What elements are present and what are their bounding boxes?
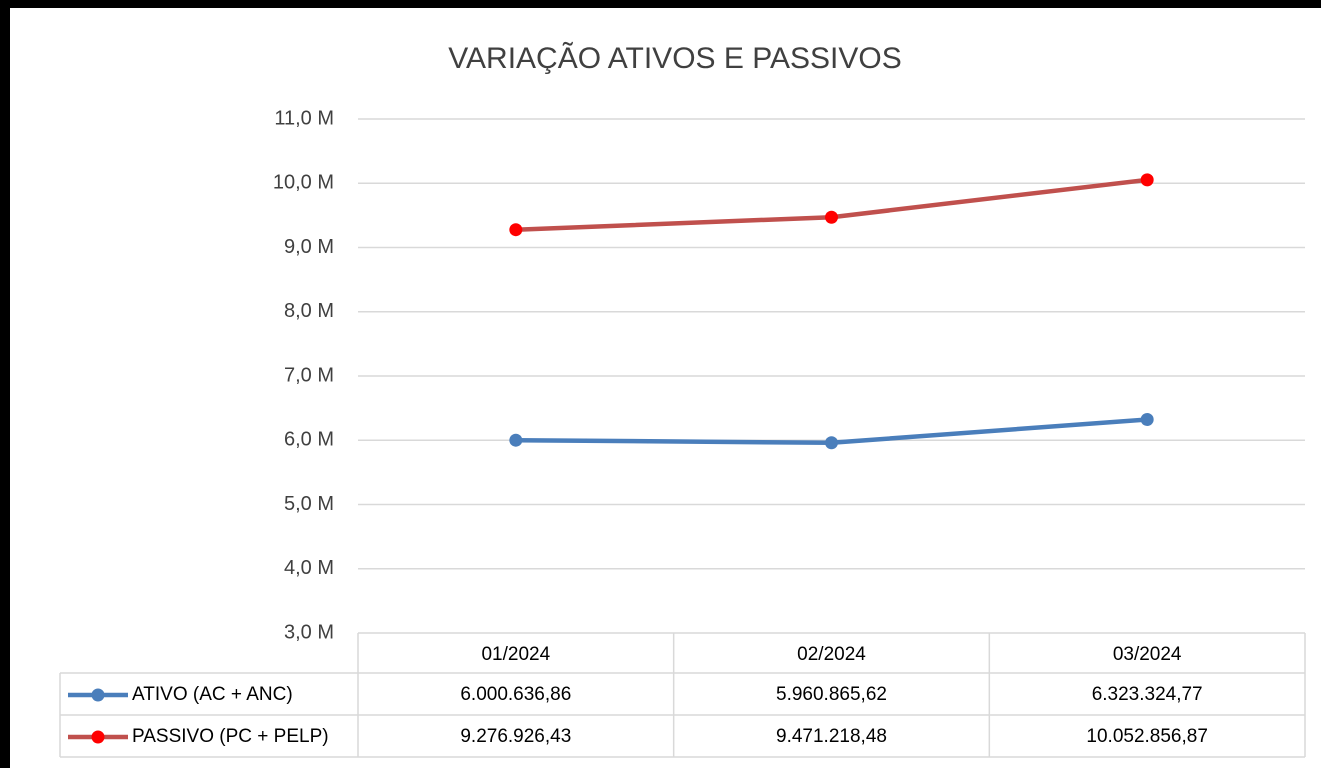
legend-label: ATIVO (AC + ANC) — [132, 684, 293, 705]
marker — [1140, 173, 1154, 187]
table-value: 9.471.218,48 — [776, 726, 887, 747]
y-tick-label: 3,0 M — [284, 621, 334, 643]
marker — [1140, 412, 1154, 426]
marker — [509, 223, 523, 237]
y-tick-label: 6,0 M — [284, 429, 334, 451]
y-tick-label: 10,0 M — [273, 172, 334, 194]
table-value: 9.276.926,43 — [460, 726, 571, 747]
marker — [509, 433, 523, 447]
legend-key-marker — [91, 730, 105, 744]
legend-key-marker — [91, 688, 105, 702]
marker — [825, 436, 838, 450]
y-tick-label: 5,0 M — [284, 493, 334, 515]
chart-title: VARIAÇÃO ATIVOS E PASSIVOS — [448, 41, 901, 75]
y-tick-label: 4,0 M — [284, 557, 334, 579]
table-value: 10.052.856,87 — [1086, 726, 1208, 747]
x-tick-label: 03/2024 — [1113, 644, 1182, 665]
y-tick-label: 11,0 M — [274, 107, 334, 129]
table-value: 6.323.324,77 — [1092, 684, 1203, 705]
legend-label: PASSIVO (PC + PELP) — [132, 726, 329, 747]
table-value: 5.960.865,62 — [776, 684, 887, 705]
y-tick-label: 7,0 M — [284, 364, 334, 386]
x-tick-label: 01/2024 — [481, 644, 550, 665]
frame-left — [0, 0, 10, 768]
y-tick-label: 9,0 M — [284, 236, 334, 258]
x-tick-label: 02/2024 — [797, 644, 866, 665]
frame-top — [0, 0, 1321, 8]
table-value: 6.000.636,86 — [460, 684, 571, 705]
marker — [825, 210, 838, 224]
y-tick-label: 8,0 M — [284, 300, 334, 322]
